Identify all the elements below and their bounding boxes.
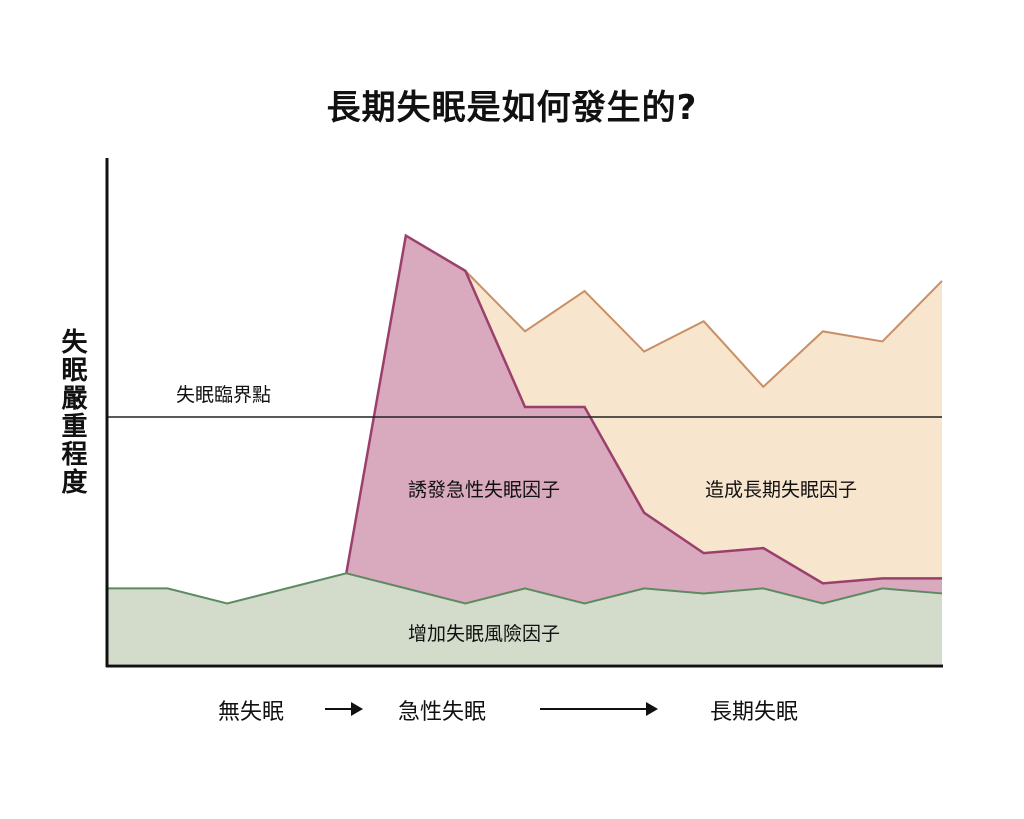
area-risk-factors	[108, 573, 942, 664]
area-acute-trigger-factors	[346, 235, 942, 604]
line-risk-factors	[108, 572, 943, 605]
threshold-label: 失眠臨界點	[176, 384, 271, 406]
series-label-acute-trigger-factors: 誘發急性失眠因子	[408, 479, 560, 501]
series-label-risk-factors: 增加失眠風險因子	[408, 623, 560, 645]
stage-acute-insomnia: 急性失眠	[398, 700, 487, 725]
chart-title: 長期失眠是如何發生的?	[326, 88, 698, 128]
stage-no-insomnia: 無失眠	[218, 700, 285, 725]
arrow-2-icon	[540, 702, 658, 716]
stage-chronic-insomnia: 長期失眠	[710, 700, 799, 725]
area-chronic-factors	[465, 270, 942, 584]
series-label-chronic-factors: 造成長期失眠因子	[705, 479, 857, 501]
line-chronic-factors	[464, 270, 943, 389]
arrow-1-icon	[325, 702, 363, 716]
line-acute-trigger-factors	[345, 233, 942, 585]
y-axis-label: 失眠嚴重程度	[57, 328, 87, 496]
